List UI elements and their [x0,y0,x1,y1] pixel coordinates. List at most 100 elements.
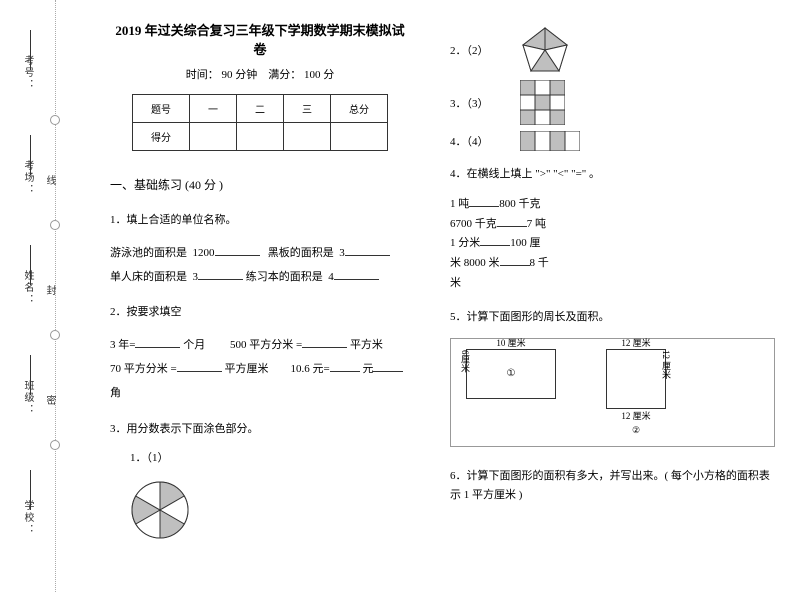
binding-underline [30,30,31,70]
score-label: 满分： [268,69,301,81]
text: 元 [362,363,373,375]
binding-label: 班级： [20,380,35,416]
binding-label: 考场： [20,160,35,196]
th: 题号 [133,95,190,123]
text: 800 千克 [499,198,540,210]
blank [497,215,527,227]
rect-num: ① [507,368,516,379]
dim-label: 12 厘米 [607,409,665,422]
blank [135,336,180,348]
binding-dotted-line [55,0,56,592]
score-table: 题号 一 二 三 总分 得分 [132,94,388,151]
shape-item-label: 3．（3） [450,95,510,111]
binding-underline [30,470,31,510]
dim-label: 6厘米 [459,350,472,398]
text: 平方厘米 [224,363,268,375]
text: 100 厘 [510,237,540,249]
blank [330,360,360,372]
binding-underline [30,135,31,175]
exam-subtitle: 时间： 90 分钟 满分： 100 分 [110,66,410,82]
shape-item-label: 2．（2） [450,42,510,58]
shape-row-3: 3．（3） [450,80,775,125]
q4-line3: 1 分米 100 厘 [450,234,775,254]
binding-circle [50,115,60,125]
text: 70 平方分米 = [110,363,177,375]
blank [469,195,499,207]
binding-label: 姓名： [20,270,35,306]
shape-row-4: 4．（4） [450,131,775,151]
shape-row-2: 2．（2） [450,26,775,74]
rect-1: 10 厘米 6厘米 ① [466,349,556,436]
blank [198,268,243,280]
binding-label: 学校： [20,500,35,536]
text: 练习本的面积是 [246,271,323,283]
binding-sublabel: 密 [42,395,57,405]
rect-num: ② [606,425,666,436]
binding-sublabel: 线 [42,175,57,185]
q4-line5: 米 [450,274,775,294]
cell [237,123,284,151]
th: 三 [284,95,331,123]
cell [190,123,237,151]
q2-line2: 70 平方分米 = 平方厘米 10.6 元= 元 角 [110,357,410,405]
question-4: 4．在横线上填上 ">" "<" "=" 。 [450,165,775,185]
dim-label: 10 厘米 [467,336,555,349]
dim-label: 12 厘米 [660,350,673,408]
blank [373,360,403,372]
blank [480,234,510,246]
cell [284,123,331,151]
text: 8 千 [530,257,549,269]
q4-line2: 6700 千克7 吨 [450,215,775,235]
binding-circle [50,330,60,340]
text: 1200 [193,247,215,259]
binding-underline [30,355,31,395]
row-label: 得分 [133,123,190,151]
time-value: 90 分钟 [222,69,258,81]
text: 单人床的面积是 [110,271,187,283]
text: 10.6 元= [290,363,329,375]
question-1: 1．填上合适的单位名称。 [110,211,410,231]
binding-sublabel: 封 [42,285,57,295]
exam-title: 2019 年过关综合复习三年级下学期数学期末模拟试卷 [110,20,410,58]
text: 角 [110,387,121,399]
binding-underline [30,245,31,285]
text: 米 [450,277,461,289]
blank [345,244,390,256]
blank [334,268,379,280]
q4-line1: 1 吨 800 千克 [450,195,775,215]
text: 1 分米 [450,237,480,249]
shape-item-label: 4．（4） [450,133,510,149]
binding-circle [50,440,60,450]
pie-chart-shape [130,480,410,543]
q4-line4: 米 8000 米 8 千 [450,254,775,274]
text: 游泳池的面积是 [110,247,187,259]
text: 3 年= [110,339,135,351]
question-3: 3．用分数表示下面涂色部分。 [110,420,410,440]
checker-shape [520,80,565,125]
rect-diagrams: 10 厘米 6厘米 ① 12 厘米 12 厘米 12 厘米 ② [450,338,775,447]
left-column: 2019 年过关综合复习三年级下学期数学期末模拟试卷 时间： 90 分钟 满分：… [70,0,435,592]
question-2: 2．按要求填空 [110,303,410,323]
bar-shape [520,131,580,151]
blank [500,254,530,266]
cell [331,123,388,151]
text: 米 8000 米 [450,257,500,269]
question-6: 6．计算下面图形的面积有多大，并写出来。( 每个小方格的面积表示 1 平方厘米 … [450,467,775,507]
section-heading: 一、基础练习 (40 分 ) [110,176,410,193]
text: 平方米 [350,339,383,351]
text: 7 吨 [527,218,546,230]
binding-label: 考号： [20,55,35,91]
q1-line1: 游泳池的面积是 1200 黑板的面积是 3 [110,241,410,265]
right-column: 2．（2） 3．（3） [435,0,800,592]
score-value: 100 分 [304,69,334,81]
text: 1 吨 [450,198,469,210]
text: 500 平方分米 = [230,339,302,351]
text: 黑板的面积是 [268,247,334,259]
th: 总分 [331,95,388,123]
blank [177,360,222,372]
content-area: 2019 年过关综合复习三年级下学期数学期末模拟试卷 时间： 90 分钟 满分：… [70,0,800,592]
th: 二 [237,95,284,123]
blank [302,336,347,348]
binding-circle [50,220,60,230]
q1-line2: 单人床的面积是 3 练习本的面积是 4 [110,265,410,289]
